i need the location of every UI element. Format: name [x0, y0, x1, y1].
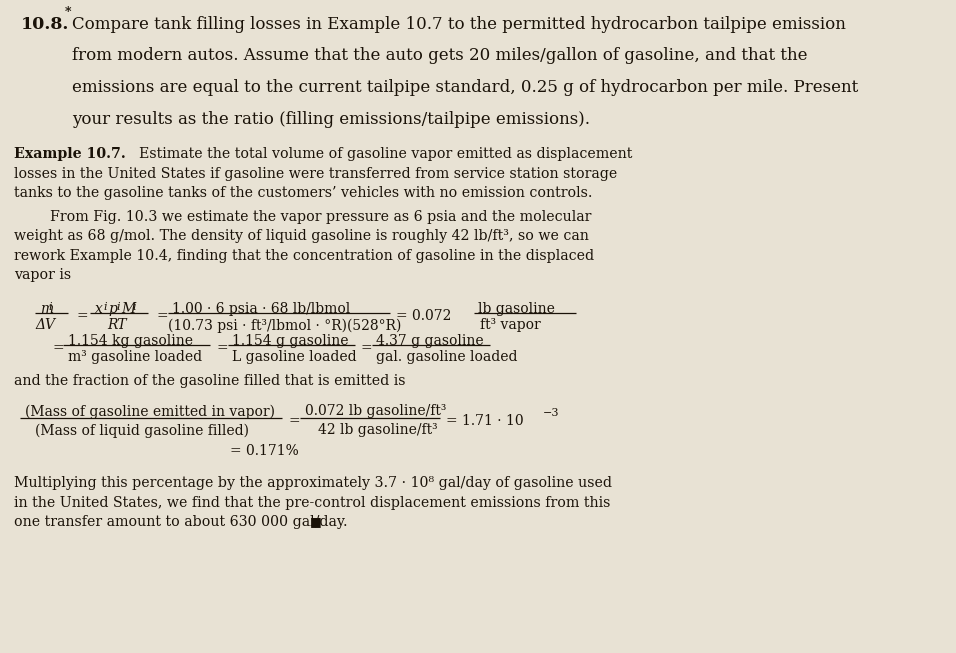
- Text: (10.73 psi · ft³/lbmol · °R)(528°R): (10.73 psi · ft³/lbmol · °R)(528°R): [168, 318, 402, 332]
- Text: Example 10.7.: Example 10.7.: [14, 148, 126, 161]
- Text: vapor is: vapor is: [14, 268, 71, 282]
- Text: *: *: [65, 7, 72, 20]
- Text: Estimate the total volume of gasoline vapor emitted as displacement: Estimate the total volume of gasoline va…: [130, 148, 632, 161]
- Text: lb gasoline: lb gasoline: [478, 302, 554, 316]
- Text: (Mass of liquid gasoline filled): (Mass of liquid gasoline filled): [35, 423, 249, 438]
- Text: = 1.71 · 10: = 1.71 · 10: [446, 414, 524, 428]
- Text: =: =: [52, 342, 64, 355]
- Text: m³ gasoline loaded: m³ gasoline loaded: [68, 350, 202, 364]
- Text: gal. gasoline loaded: gal. gasoline loaded: [376, 350, 517, 364]
- Text: 1.154 g gasoline: 1.154 g gasoline: [232, 334, 349, 348]
- Text: 1.00 · 6 psia · 68 lb/lbmol: 1.00 · 6 psia · 68 lb/lbmol: [172, 302, 350, 316]
- Text: ΔV: ΔV: [35, 318, 55, 332]
- Text: ■: ■: [310, 515, 322, 528]
- Text: = 0.171%: = 0.171%: [230, 444, 298, 458]
- Text: your results as the ratio (filling emissions/tailpipe emissions).: your results as the ratio (filling emiss…: [72, 110, 590, 127]
- Text: =: =: [289, 414, 300, 428]
- Text: i: i: [48, 302, 52, 312]
- Text: RT: RT: [107, 318, 126, 332]
- Text: Compare tank filling losses in Example 10.7 to the permitted hydrocarbon tailpip: Compare tank filling losses in Example 1…: [72, 16, 845, 33]
- Text: 42 lb gasoline/ft³: 42 lb gasoline/ft³: [318, 423, 438, 438]
- Text: M: M: [121, 302, 135, 316]
- Text: ft³ vapor: ft³ vapor: [480, 318, 541, 332]
- Text: 4.37 g gasoline: 4.37 g gasoline: [376, 334, 484, 348]
- Text: p: p: [108, 302, 117, 316]
- Text: m: m: [40, 302, 54, 316]
- Text: = 0.072: = 0.072: [396, 310, 451, 323]
- Text: Multiplying this percentage by the approximately 3.7 · 10⁸ gal/day of gasoline u: Multiplying this percentage by the appro…: [14, 476, 612, 490]
- Text: =: =: [217, 342, 228, 355]
- Text: rework Example 10.4, finding that the concentration of gasoline in the displaced: rework Example 10.4, finding that the co…: [14, 249, 594, 263]
- Text: losses in the United States if gasoline were transferred from service station st: losses in the United States if gasoline …: [14, 167, 618, 181]
- Text: =: =: [361, 342, 373, 355]
- Text: weight as 68 g/mol. The density of liquid gasoline is roughly 42 lb/ft³, so we c: weight as 68 g/mol. The density of liqui…: [14, 229, 589, 244]
- Text: i: i: [103, 302, 106, 312]
- Text: L gasoline loaded: L gasoline loaded: [232, 350, 357, 364]
- Text: i: i: [132, 302, 136, 312]
- Text: 1.154 kg gasoline: 1.154 kg gasoline: [68, 334, 193, 348]
- Text: =: =: [76, 310, 88, 323]
- Text: in the United States, we find that the pre-control displacement emissions from t: in the United States, we find that the p…: [14, 496, 610, 510]
- Text: −3: −3: [543, 408, 559, 419]
- Text: (Mass of gasoline emitted in vapor): (Mass of gasoline emitted in vapor): [25, 404, 275, 419]
- Text: and the fraction of the gasoline filled that is emitted is: and the fraction of the gasoline filled …: [14, 374, 405, 389]
- Text: i: i: [116, 302, 120, 312]
- Text: 0.072 lb gasoline/ft³: 0.072 lb gasoline/ft³: [305, 404, 446, 419]
- Text: from modern autos. Assume that the auto gets 20 miles/gallon of gasoline, and th: from modern autos. Assume that the auto …: [72, 47, 807, 64]
- Text: one transfer amount to about 630 000 gal/day.: one transfer amount to about 630 000 gal…: [14, 515, 348, 530]
- Text: 10.8.: 10.8.: [21, 16, 70, 33]
- Text: tanks to the gasoline tanks of the customers’ vehicles with no emission controls: tanks to the gasoline tanks of the custo…: [14, 186, 593, 200]
- Text: =: =: [156, 310, 167, 323]
- Text: emissions are equal to the current tailpipe standard, 0.25 g of hydrocarbon per : emissions are equal to the current tailp…: [72, 79, 858, 96]
- Text: From Fig. 10.3 we estimate the vapor pressure as 6 psia and the molecular: From Fig. 10.3 we estimate the vapor pre…: [14, 210, 592, 224]
- Text: x: x: [95, 302, 103, 316]
